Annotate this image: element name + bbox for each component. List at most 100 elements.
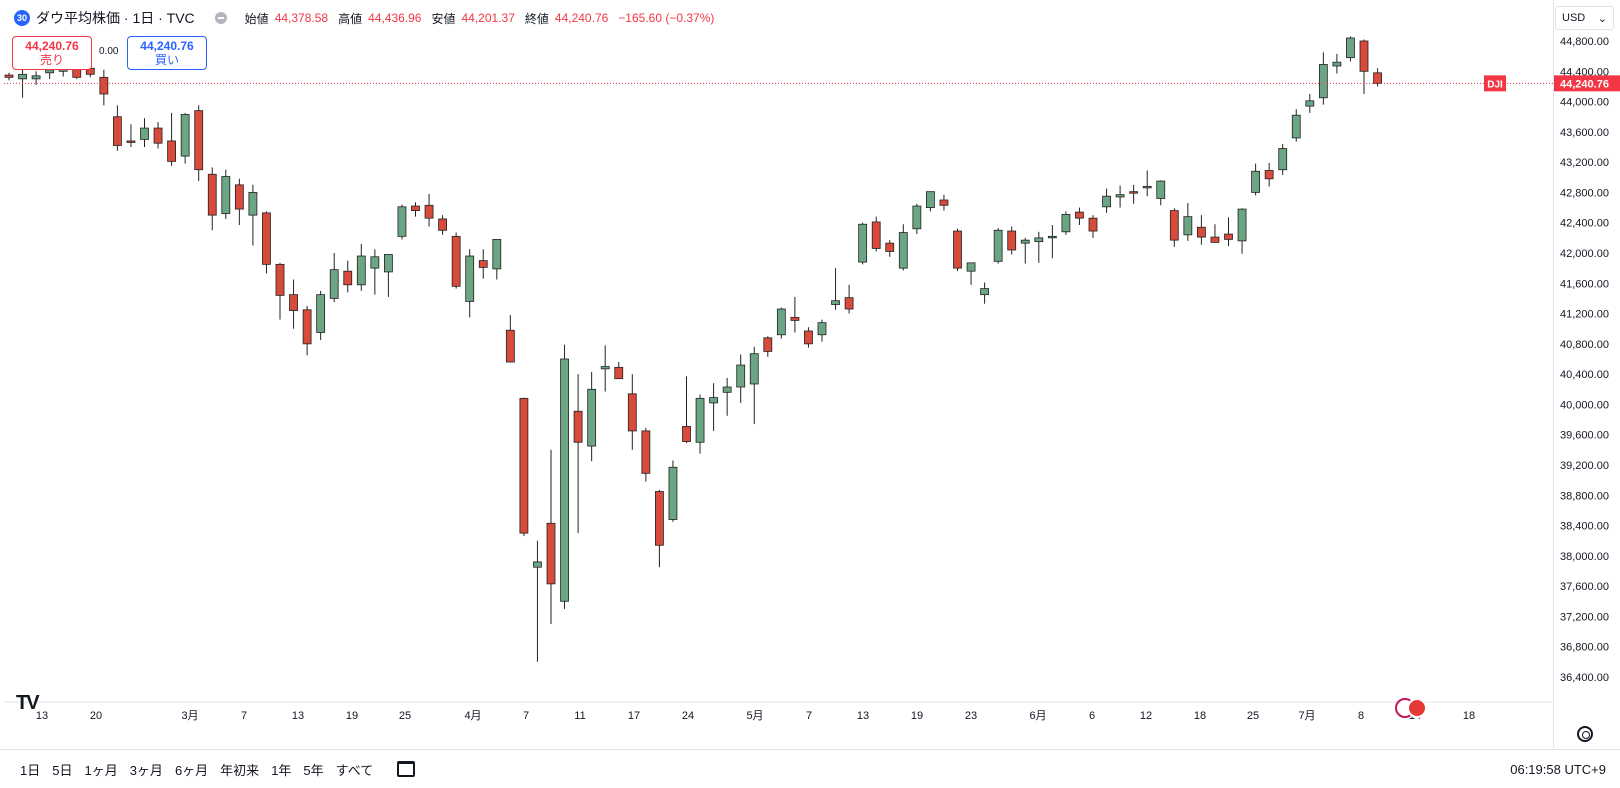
- candle-body: [817, 322, 827, 336]
- calendar-icon[interactable]: [397, 761, 416, 777]
- range-1d-button[interactable]: 1日: [20, 762, 41, 778]
- candle-body: [289, 294, 298, 311]
- x-tick-label: 6月: [1029, 710, 1046, 722]
- candle-body: [682, 425, 691, 442]
- range-5d-button[interactable]: 5日: [52, 762, 73, 778]
- candle-body: [1075, 211, 1084, 219]
- x-tick-label: 11: [574, 710, 585, 722]
- range-5y-button[interactable]: 5年: [303, 762, 324, 778]
- candle-body: [668, 466, 678, 520]
- candle-body: [722, 386, 732, 393]
- x-tick-label: 20: [90, 710, 102, 722]
- candle-body: [302, 309, 312, 345]
- range-1y-button[interactable]: 1年: [271, 762, 292, 778]
- x-tick-label: 12: [1140, 710, 1152, 722]
- x-tick-label: 18: [1463, 710, 1475, 722]
- y-tick-label: 41,600.00: [1560, 278, 1609, 290]
- candle-body: [1169, 210, 1179, 241]
- event-icons[interactable]: [1395, 698, 1427, 718]
- sell-button[interactable]: 44,240.76 売り: [12, 36, 92, 70]
- bottom-toolbar: 1日 5日 1ヶ月 3ヶ月 6ヶ月 年初来 1年 5年 すべて 06:19:58…: [0, 749, 1620, 788]
- sell-price: 44,240.76: [25, 39, 79, 53]
- x-tick-label: 7: [806, 710, 812, 722]
- buy-price: 44,240.76: [140, 39, 194, 53]
- symbol-badge: 30: [14, 10, 30, 26]
- y-tick-label: 42,400.00: [1560, 218, 1609, 230]
- range-1m-button[interactable]: 1ヶ月: [84, 762, 118, 778]
- candle-body: [113, 116, 122, 146]
- tradingview-logo-icon[interactable]: TV: [16, 692, 40, 714]
- low-value: 44,201.37: [461, 11, 515, 25]
- y-tick-label: 36,400.00: [1560, 672, 1609, 684]
- candle-body: [1359, 40, 1369, 72]
- candle-body: [1034, 237, 1044, 243]
- candle-body: [167, 140, 177, 162]
- candle-body: [790, 316, 800, 321]
- close-value: 44,240.76: [554, 11, 609, 25]
- candle-body: [221, 176, 231, 215]
- y-tick-label: 41,200.00: [1560, 309, 1609, 321]
- us-flag-icon[interactable]: [1407, 698, 1427, 718]
- y-tick-label: 44,400.00: [1560, 66, 1609, 78]
- y-tick-label: 37,200.00: [1560, 611, 1609, 623]
- x-tick-label: 13: [292, 710, 304, 722]
- y-tick-label: 40,400.00: [1560, 369, 1609, 381]
- candle-body: [465, 255, 475, 302]
- y-tick-label: 37,600.00: [1560, 581, 1609, 593]
- range-3m-button[interactable]: 3ヶ月: [129, 762, 163, 778]
- candle-body: [871, 221, 881, 249]
- candle-body: [600, 366, 610, 370]
- candle-body: [1183, 216, 1193, 236]
- candle-body: [614, 366, 624, 380]
- candle-body: [424, 204, 434, 219]
- y-tick-label: 38,400.00: [1560, 521, 1609, 533]
- y-tick-label: 36,800.00: [1560, 642, 1609, 654]
- x-tick-label: 23: [965, 710, 977, 722]
- x-tick-label: 24: [682, 710, 694, 722]
- chart-pane[interactable]: 13 20 3月 7 13 19 25 4月 7 11 17 24 5月 7 13 19 23 6月 6 12 18 25…: [4, 4, 1553, 748]
- settings-gear-icon[interactable]: [1577, 726, 1593, 742]
- x-tick-label: 6: [1089, 710, 1095, 722]
- high-value: 44,436.96: [368, 11, 422, 25]
- candle-body: [546, 522, 556, 585]
- buy-button[interactable]: 44,240.76 買い: [127, 36, 207, 70]
- y-tick-label: 39,200.00: [1560, 460, 1609, 472]
- currency-select[interactable]: USD ⌄: [1555, 6, 1614, 30]
- y-tick-label: 38,000.00: [1560, 551, 1609, 563]
- range-6m-button[interactable]: 6ヶ月: [174, 762, 209, 778]
- candle-body: [356, 255, 366, 286]
- symbol-name[interactable]: ダウ平均株価 · 1日 · TVC: [36, 10, 195, 26]
- range-all-button[interactable]: すべて: [335, 762, 374, 778]
- price-scale[interactable]: 44,800.00 44,400.00 44,000.00 43,600.00 43,2…: [1553, 0, 1620, 748]
- x-tick-label: 3月: [181, 710, 198, 722]
- candle-body: [1305, 100, 1315, 107]
- x-tick-label: 25: [1247, 710, 1259, 722]
- candle-body: [45, 69, 55, 74]
- candle-body: [641, 430, 651, 474]
- y-tick-label: 40,800.00: [1560, 339, 1609, 351]
- candle-body: [343, 270, 353, 286]
- high-label: 高値: [338, 11, 363, 26]
- candle-body: [1047, 235, 1057, 239]
- candle-body: [4, 74, 14, 78]
- candle-body: [478, 260, 488, 268]
- x-tick-label: 7: [523, 710, 529, 722]
- hide-icon[interactable]: [214, 12, 227, 24]
- candlestick-chart[interactable]: 13 20 3月 7 13 19 25 4月 7 11 17 24 5月 7 13 19 23 6月 6 12 18 25…: [4, 4, 1553, 748]
- candle-body: [912, 205, 922, 230]
- candle-body: [763, 337, 773, 352]
- x-tick-label: 17: [628, 710, 640, 722]
- range-ytd-button[interactable]: 年初来: [220, 762, 260, 778]
- low-label: 安値: [431, 11, 456, 26]
- candle-body: [234, 184, 244, 210]
- x-tick-label: 7月: [1298, 710, 1315, 722]
- x-tick-label: 8: [1358, 710, 1364, 722]
- candle-body: [993, 229, 1003, 262]
- candle-body: [275, 263, 285, 296]
- buy-label: 買い: [154, 53, 179, 67]
- candle-body: [1088, 217, 1098, 232]
- candle-body: [1020, 239, 1030, 244]
- candle-body: [655, 491, 664, 546]
- x-tick-label: 4月: [464, 710, 481, 722]
